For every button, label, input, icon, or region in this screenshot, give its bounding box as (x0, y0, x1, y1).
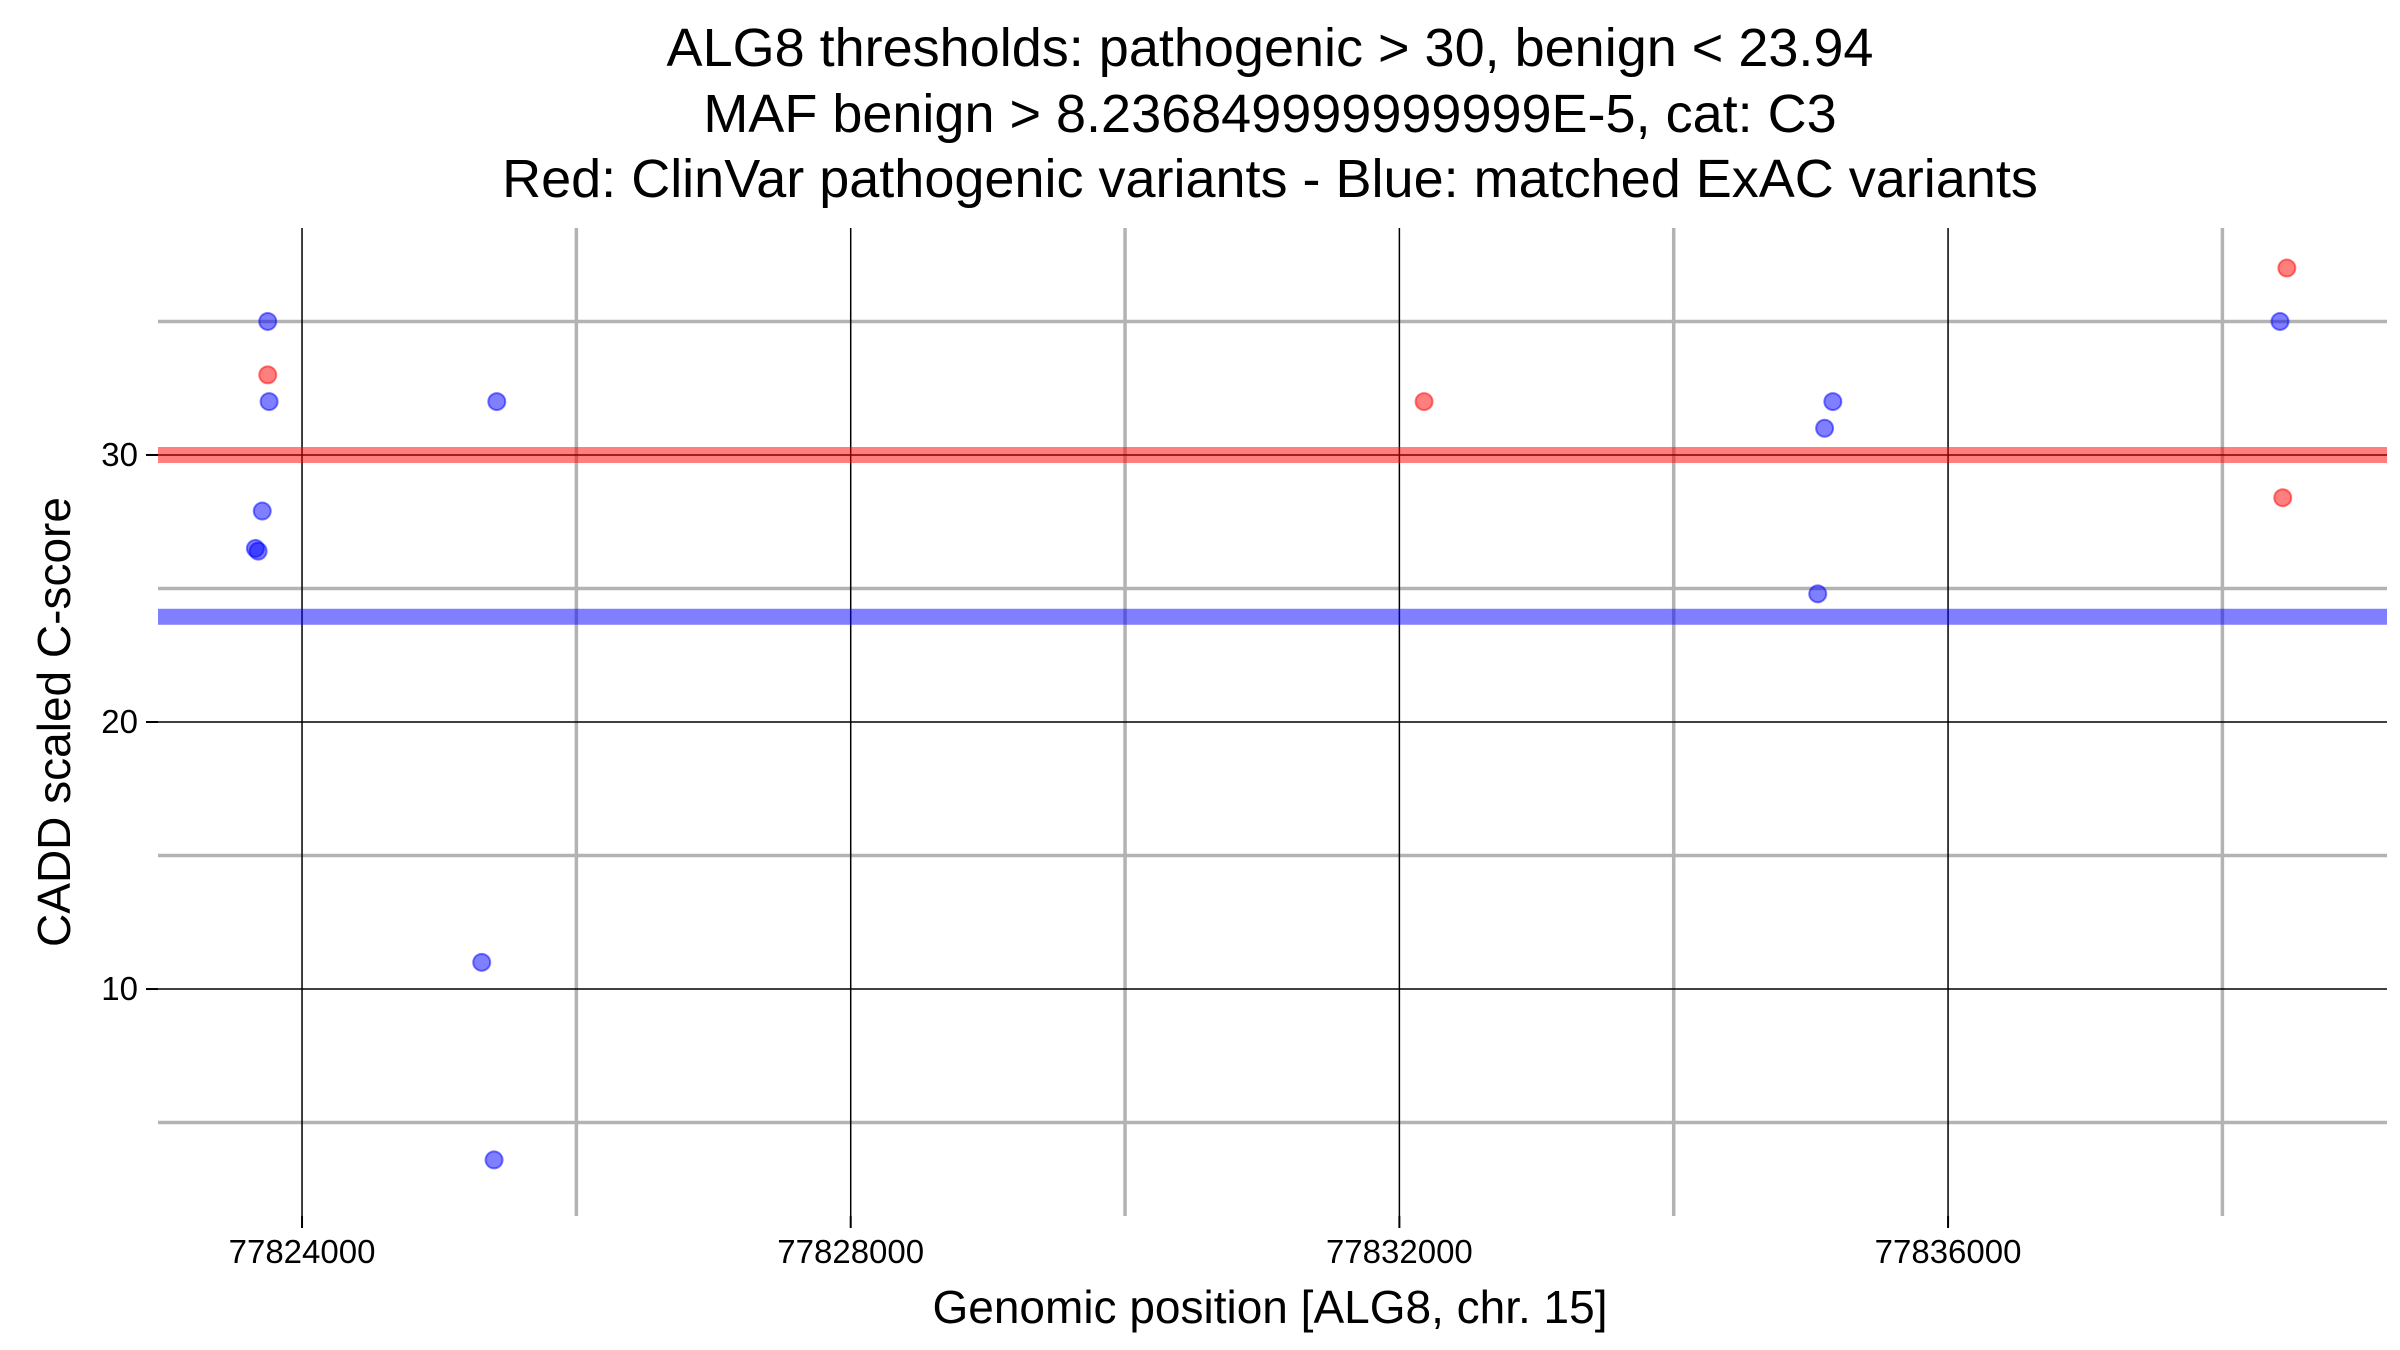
exac-variant-point (258, 311, 278, 331)
exac-variant-point (252, 501, 272, 521)
x-tick-label: 77828000 (777, 1233, 924, 1270)
y-axis-ticks: 10 20 30 (101, 436, 158, 1007)
clinvar-pathogenic-point (2273, 488, 2293, 508)
data-points (245, 258, 2297, 1170)
x-tick-label: 77824000 (229, 1233, 376, 1270)
exac-variant-point (472, 952, 492, 972)
exac-variant-point (484, 1150, 504, 1170)
exac-variant-point (1808, 584, 1828, 604)
exac-variant-point (1823, 392, 1843, 412)
major-gridlines (158, 228, 2387, 1216)
x-tick-label: 77832000 (1326, 1233, 1473, 1270)
chart-title-line-3: Red: ClinVar pathogenic variants - Blue:… (502, 149, 2038, 209)
x-tick-label: 77836000 (1875, 1233, 2022, 1270)
exac-variant-point (487, 392, 507, 412)
chart-title-line-2: MAF benign > 8.236849999999999E-5, cat: … (703, 84, 1836, 144)
y-axis-label: CADD scaled C-score (28, 497, 80, 947)
y-tick-label: 10 (101, 970, 138, 1007)
clinvar-pathogenic-point (2277, 258, 2297, 278)
threshold-lines (158, 446, 2387, 625)
y-tick-label: 30 (101, 436, 138, 473)
chart-title: ALG8 thresholds: pathogenic > 30, benign… (502, 18, 2038, 209)
exac-variant-point (248, 541, 268, 561)
exac-variant-point (2270, 311, 2290, 331)
chart-title-line-1: ALG8 thresholds: pathogenic > 30, benign… (667, 18, 1874, 78)
clinvar-pathogenic-point (258, 365, 278, 385)
exac-variant-point (259, 392, 279, 412)
clinvar-pathogenic-point (1414, 392, 1434, 412)
exac-variant-point (1815, 418, 1835, 438)
x-axis-ticks: 77824000 77828000 77832000 77836000 (229, 1216, 2022, 1270)
x-axis-label: Genomic position [ALG8, chr. 15] (932, 1281, 1607, 1333)
y-tick-label: 20 (101, 703, 138, 740)
